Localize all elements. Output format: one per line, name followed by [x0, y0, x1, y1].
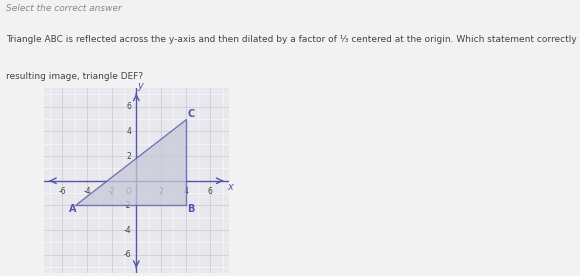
Text: 6: 6	[126, 102, 131, 111]
Text: -6: -6	[59, 187, 66, 196]
Text: O: O	[125, 187, 131, 196]
Text: -2: -2	[108, 187, 115, 196]
Text: 4: 4	[183, 187, 188, 196]
Text: -6: -6	[124, 250, 131, 259]
Text: 4: 4	[126, 127, 131, 136]
Text: Triangle ABC is reflected across the y-axis and then dilated by a factor of ¹⁄₃ : Triangle ABC is reflected across the y-a…	[6, 35, 580, 44]
Text: 2: 2	[158, 187, 164, 196]
Text: x: x	[227, 182, 233, 192]
Text: -4: -4	[83, 187, 91, 196]
Text: -4: -4	[124, 225, 131, 235]
Text: resulting image, triangle DEF?: resulting image, triangle DEF?	[6, 72, 143, 81]
Text: A: A	[68, 204, 76, 214]
Text: B: B	[187, 204, 195, 214]
Text: y: y	[137, 81, 143, 91]
Text: -2: -2	[124, 201, 131, 210]
Polygon shape	[75, 119, 186, 205]
Text: 2: 2	[126, 152, 131, 161]
Text: C: C	[187, 109, 195, 119]
Text: 6: 6	[208, 187, 213, 196]
Text: Select the correct answer: Select the correct answer	[6, 4, 122, 14]
